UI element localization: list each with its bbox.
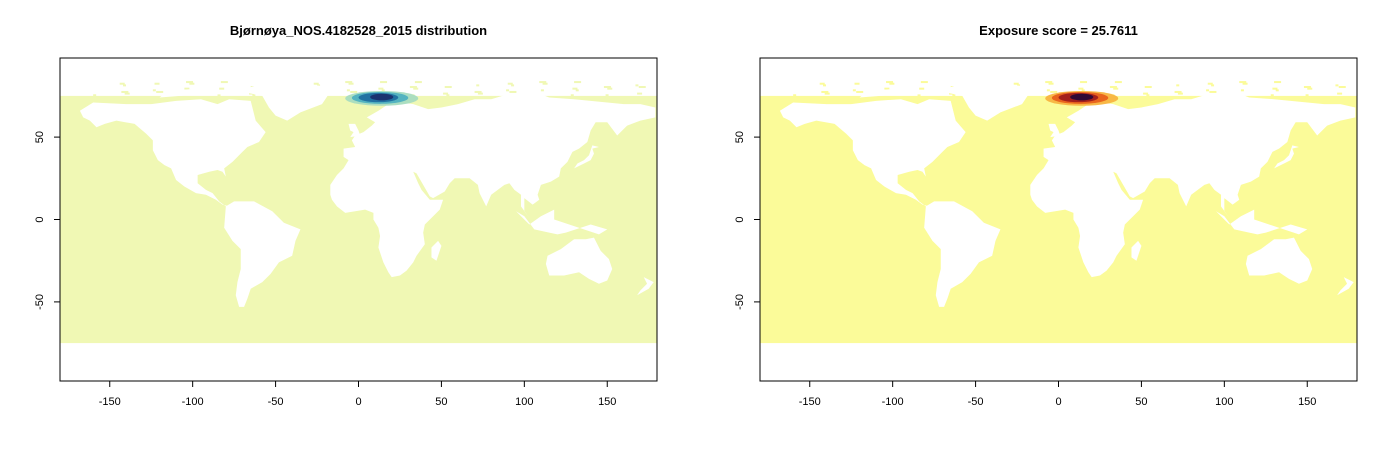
land-north-america [79,99,266,207]
hotspot-layer-4 [1070,93,1094,101]
land-arctic-islands [859,87,926,98]
x-tick-label: -50 [968,396,984,408]
land-south-america [924,201,1001,307]
land-australia [1245,237,1313,284]
x-tick-label: 50 [435,396,447,408]
x-tick-label: 100 [1215,396,1233,408]
land-madagascar [431,240,442,261]
land-indonesia [1216,209,1308,235]
y-tick-label: 50 [734,131,746,143]
land-north-america [779,99,966,207]
x-tick-label: -50 [268,396,284,408]
y-tick-label: 50 [34,131,46,143]
land-japan [574,145,599,169]
land-australia [545,237,613,284]
land-greenland [239,82,329,121]
map-panel-1: Bjørnøya_NOS.4182528_2015 distribution -1… [34,23,658,408]
land-madagascar [1131,240,1142,261]
panel-title: Bjørnøya_NOS.4182528_2015 distribution [230,23,487,38]
land-new-zealand [1337,277,1354,296]
y-tick-label: -50 [34,294,46,310]
x-tick-label: 100 [515,396,533,408]
y-tick-label: -50 [734,294,746,310]
x-tick-label: 150 [598,396,616,408]
land-arctic-islands [159,87,226,98]
hotspot-layer-4 [370,93,394,101]
y-tick-label: 0 [34,216,46,222]
land-indonesia [516,209,608,235]
land-south-america [224,201,301,307]
land-africa-eurasia [1030,90,1356,278]
x-tick-label: 150 [1298,396,1316,408]
land-japan [1274,145,1299,169]
land-new-zealand [637,277,654,296]
x-tick-label: -100 [882,396,904,408]
x-tick-label: -100 [182,396,204,408]
map-panel-2: Exposure score = 25.7611 -150 -100 -50 0 50 10… [734,23,1358,408]
panel-title: Exposure score = 25.7611 [979,23,1138,38]
x-tick-label: 50 [1135,396,1147,408]
land-uk [348,123,361,138]
y-tick-label: 0 [734,216,746,222]
land-uk [1048,123,1061,138]
land-africa-eurasia [330,90,656,278]
x-tick-label: 0 [1055,396,1061,408]
x-tick-label: 0 [355,396,361,408]
x-tick-label: -150 [99,396,121,408]
land-greenland [939,82,1029,121]
x-tick-label: -150 [799,396,821,408]
